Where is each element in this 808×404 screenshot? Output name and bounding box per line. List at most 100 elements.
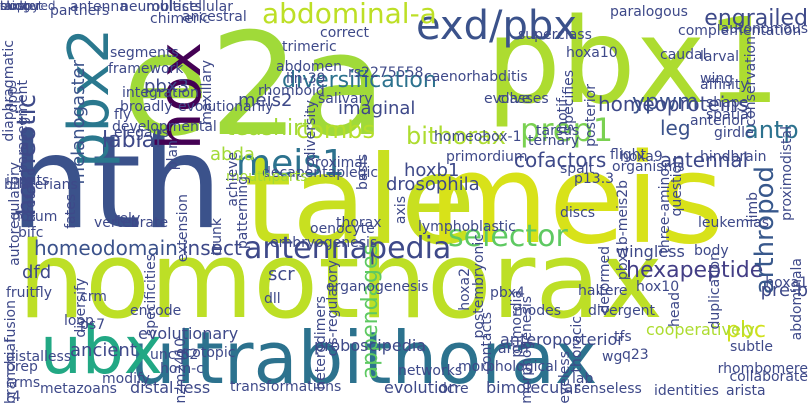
word-loop: loop xyxy=(64,313,94,329)
word-correct: correct xyxy=(320,25,370,41)
word-vertebrate: vertebrate xyxy=(94,215,169,231)
word-unc-62: unc-62 xyxy=(150,347,199,363)
word-wing: wing xyxy=(700,71,734,87)
word-caudal: caudal xyxy=(660,47,707,63)
word-embryogenesis: embryogenesis xyxy=(270,235,378,251)
word-hoxa9: hoxa9 xyxy=(620,149,663,165)
word-autonomous: autonomous xyxy=(720,21,808,37)
word-inputs: inputs xyxy=(6,173,50,189)
word-drosophila: drosophila xyxy=(386,174,480,195)
word-leukemias: leukemias xyxy=(698,215,769,231)
word-axis: axis xyxy=(393,196,409,225)
word-divergent: divergent xyxy=(588,303,656,319)
word-classes: classes xyxy=(498,91,549,107)
word-hoxa2: hoxa2 xyxy=(457,268,473,311)
word-fly: fly xyxy=(114,107,132,123)
word-partners: partners xyxy=(50,3,110,19)
word-abdominal-a: abdominal-a xyxy=(262,0,437,30)
word-e2a: e2a xyxy=(122,3,387,168)
word-bimolecular: bimolecular xyxy=(486,378,581,397)
word-rhombomere: rhombomere xyxy=(717,361,808,377)
word-chimeric: chimeric xyxy=(150,11,211,27)
word-sloppy: sloppy xyxy=(0,0,40,13)
word-maxillary: maxillary xyxy=(199,60,215,125)
word-rhomboid: rhomboid xyxy=(258,83,325,99)
word-pbc: pbc xyxy=(726,318,767,343)
word-networks: networks xyxy=(398,363,463,379)
word-hoxa10: hoxa10 xyxy=(566,45,618,61)
word-appendages: appendages xyxy=(358,244,383,380)
word-bud: bud xyxy=(0,0,23,13)
word-exd-pbx: exd/pbx xyxy=(416,3,577,49)
word-wg: wg xyxy=(602,349,623,365)
word-r4: r4 xyxy=(6,389,21,404)
word-ecotopic: ecotopic xyxy=(176,345,236,361)
word-tfs: tfs xyxy=(614,329,632,345)
word-integration: integration xyxy=(122,85,199,101)
word-affinity: affinity xyxy=(700,77,749,93)
word-antp: antp xyxy=(744,116,799,144)
word-taxa: taxa xyxy=(0,0,27,13)
word-spatial: spatial xyxy=(706,107,753,123)
word-pre-b: pre-b xyxy=(760,280,808,301)
word-multicellular: multicellular xyxy=(146,0,233,15)
word-cis-regulatory: cis-regulatory xyxy=(325,260,341,357)
word-basis: basis xyxy=(355,154,371,190)
word-tarsus: tarsus xyxy=(536,123,580,139)
word-leg: leg xyxy=(660,116,691,140)
word-arch: arch xyxy=(498,341,529,357)
word-oenocyte: oenocyte xyxy=(310,221,375,237)
word-homothorax: homothorax xyxy=(18,219,664,342)
word-larval: larval xyxy=(700,49,739,65)
word-modify: modify xyxy=(102,371,150,387)
word-antenna: antenna xyxy=(70,0,128,15)
word-neuroblasts: neuroblasts xyxy=(120,0,202,15)
word-head: head xyxy=(667,292,683,327)
word-primordium: primordium xyxy=(446,149,528,165)
word-framework: framework xyxy=(108,61,184,77)
word-antennal: antennal xyxy=(660,148,749,172)
word-superclass: superclass xyxy=(518,27,592,43)
word-mouthparts: mouthparts xyxy=(226,169,308,185)
word-homeobox-1: homeobox-1 xyxy=(434,129,522,145)
word-prep1: prep1 xyxy=(520,111,614,149)
word-encode: encode xyxy=(130,303,182,319)
word-ultrabithorax: ultrabithorax xyxy=(130,316,598,400)
word-ancestral: ancestral xyxy=(182,9,247,25)
word-ternary: ternary xyxy=(528,133,580,149)
word-bifc: bifc xyxy=(18,225,44,241)
word-dll: dll xyxy=(264,291,281,307)
word-crms: crms xyxy=(6,375,41,391)
word-prep: prep xyxy=(6,359,38,375)
word-homeoproteins: homeoproteins xyxy=(598,92,749,116)
word-meis2: meis2 xyxy=(238,90,293,111)
word-elegans: elegans xyxy=(114,125,169,141)
word-duplication: duplication xyxy=(707,252,723,330)
word-discs: discs xyxy=(560,205,596,221)
word-abda: abda xyxy=(210,144,255,165)
word-wingless: wingless xyxy=(616,242,685,261)
word-morphological: morphological xyxy=(458,359,558,375)
word-senseless: senseless xyxy=(574,381,642,397)
word-diaphragmatic: diaphragmatic xyxy=(1,40,17,142)
word-diversification: diversification xyxy=(282,68,437,93)
word-bilaterians: bilaterians xyxy=(4,177,78,193)
word-plan: plan xyxy=(165,140,181,171)
word-fusion: fusion xyxy=(3,300,19,343)
word-hoxb1: hoxb1 xyxy=(404,160,460,181)
word-meis: meis xyxy=(428,128,725,272)
word-shape: shape xyxy=(706,95,749,111)
word-ancient: ancient xyxy=(70,340,137,361)
word-cofactors: cofactors xyxy=(514,148,607,172)
word-clustered: clustered xyxy=(0,0,56,13)
word-midgut: midgut xyxy=(0,0,43,13)
word-pbx3: pbx3 xyxy=(144,76,189,97)
word-tale: tale xyxy=(244,130,476,272)
word-modes: modes xyxy=(514,303,561,319)
word-haltere: haltere xyxy=(578,283,628,299)
word-thorax: thorax xyxy=(336,215,382,231)
word-salivary: salivary xyxy=(318,91,373,107)
word-distalless: distalless xyxy=(6,349,72,365)
word-ubx: ubx xyxy=(40,312,163,389)
